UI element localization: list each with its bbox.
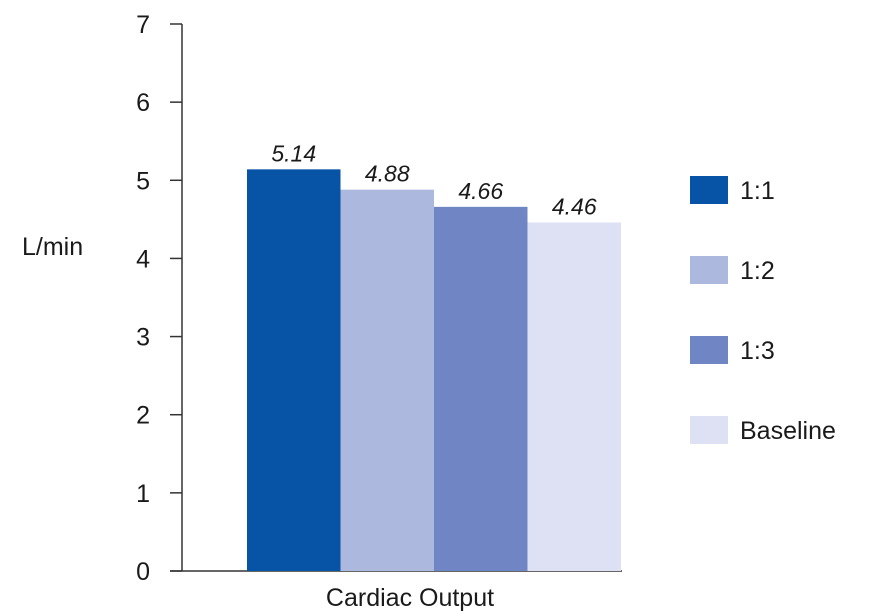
y-tick-label: 1 bbox=[136, 480, 150, 508]
y-tick-label: 2 bbox=[136, 402, 150, 430]
legend-swatch bbox=[690, 176, 728, 204]
legend-label: Baseline bbox=[740, 417, 836, 445]
y-tick-label: 4 bbox=[136, 245, 150, 273]
y-tick-label: 7 bbox=[136, 11, 150, 39]
bar-1-3 bbox=[434, 206, 528, 571]
legend-label: 1:3 bbox=[740, 337, 775, 365]
bar-value-label: 4.66 bbox=[458, 178, 503, 204]
x-category-label: Cardiac Output bbox=[326, 584, 494, 612]
bar-baseline bbox=[527, 222, 621, 572]
legend-swatch bbox=[690, 336, 728, 364]
bar-1-1 bbox=[247, 169, 341, 572]
y-tick-label: 0 bbox=[136, 558, 150, 586]
legend: 1:1 1:2 1:3 Baseline bbox=[690, 176, 836, 445]
bar-value-label: 5.14 bbox=[271, 140, 316, 166]
bar-value-label: 4.46 bbox=[552, 193, 597, 219]
legend-swatch bbox=[690, 416, 728, 444]
bar-1-2 bbox=[340, 189, 434, 572]
y-axis-label: L/min bbox=[22, 233, 83, 261]
legend-swatch bbox=[690, 256, 728, 284]
y-tick-label: 6 bbox=[136, 89, 150, 117]
bar-value-label: 4.88 bbox=[365, 161, 410, 187]
legend-label: 1:2 bbox=[740, 257, 775, 285]
y-tick-label: 3 bbox=[136, 324, 150, 352]
y-tick-label: 5 bbox=[136, 167, 150, 195]
legend-label: 1:1 bbox=[740, 177, 775, 205]
y-axis: 0 1 2 3 4 5 6 7 bbox=[136, 11, 183, 586]
